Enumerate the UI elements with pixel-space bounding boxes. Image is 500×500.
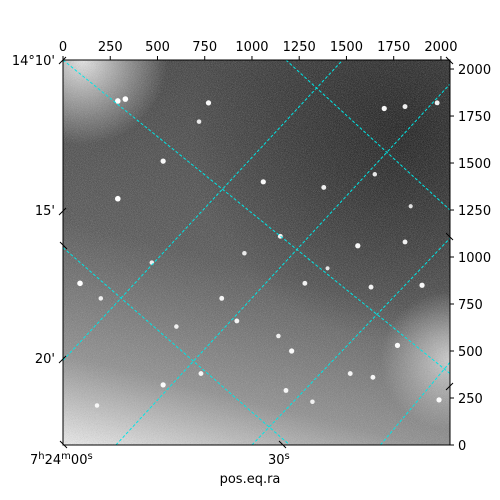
star-point [402,239,408,245]
star-point [242,250,247,256]
star-point [408,204,413,209]
x-tick-label: 1000 [235,40,268,55]
star-point [114,98,121,104]
x-axis-title: pos.eq.ra [219,472,281,487]
grid-line [63,60,344,361]
star-point [219,295,225,301]
star-point [372,172,378,177]
x-tick-label: 0 [59,40,67,55]
star-point [160,382,166,388]
y-tick-label: 1000 [458,251,491,266]
grid-line [115,83,450,445]
star-point [260,179,266,185]
star-point [174,324,179,329]
star-point [276,333,281,339]
star-point [77,280,83,287]
y-tick-label: 0 [458,439,466,454]
y-tick-label: 2000 [458,63,491,78]
star-point [302,280,308,286]
star-point [436,397,442,403]
x-tick-label: 250 [98,40,123,55]
ra-axis-labels: 7h24m00s 30s [30,451,290,468]
pixel-y-axis: 0 250 500 750 1000 1250 1500 1750 2000 [450,63,491,454]
y-tick-label: 1500 [458,157,491,172]
y-tick-label: 1250 [458,204,491,219]
coordinate-grid [63,60,450,445]
star-point [402,104,408,110]
star-point [419,282,425,288]
star-point [289,348,295,354]
star-point [368,284,374,290]
star-point [434,100,440,106]
y-tick-label: 750 [458,298,483,313]
x-tick-label: 500 [145,40,170,55]
star-point [98,296,104,301]
dec-tick-label-2: 20' [35,352,55,367]
star-point [122,96,129,102]
star-point [196,119,202,124]
y-tick-label: 500 [458,345,483,360]
x-tick-label: 750 [192,40,217,55]
star-point [325,266,330,271]
star-point [321,185,327,190]
ra-tick-label-0: 7h24m00s [30,451,93,468]
star-point [94,403,100,408]
star-point [205,100,212,106]
star-point [149,260,155,265]
grid-line [63,247,291,445]
x-tick-label: 1750 [377,40,410,55]
star-point [355,243,361,249]
sky-image [63,60,450,445]
pixel-x-axis: 0 250 500 750 1000 1250 1500 1750 2000 [59,40,457,60]
star-point [370,374,376,380]
star-point [198,371,204,377]
star-point [381,105,387,112]
star-point [347,371,353,377]
wcs-ticks [58,56,454,449]
x-tick-label: 1250 [283,40,316,55]
x-tick-label: 2000 [424,40,457,55]
star-point [394,342,401,348]
star-point [114,195,121,202]
grid-line [380,361,450,445]
star-point [283,388,289,393]
ra-tick-label-1: 30s [268,451,290,468]
star-point [160,158,166,164]
dec-tick-label-1: 15' [35,204,55,219]
y-tick-label: 1750 [458,110,491,125]
dec-axis-labels: 14°10' 15' 20' [12,54,55,367]
grid-line [251,237,450,445]
plot-frame [62,59,451,446]
grid-line [63,60,450,374]
star-point [310,399,315,405]
grid-line [285,60,450,211]
star-point [234,318,240,324]
dec-tick-label-0: 14°10' [12,54,55,69]
star-sources [77,96,442,408]
y-tick-label: 250 [458,392,483,407]
x-tick-label: 1500 [330,40,363,55]
dec-tick-mark [58,56,454,449]
